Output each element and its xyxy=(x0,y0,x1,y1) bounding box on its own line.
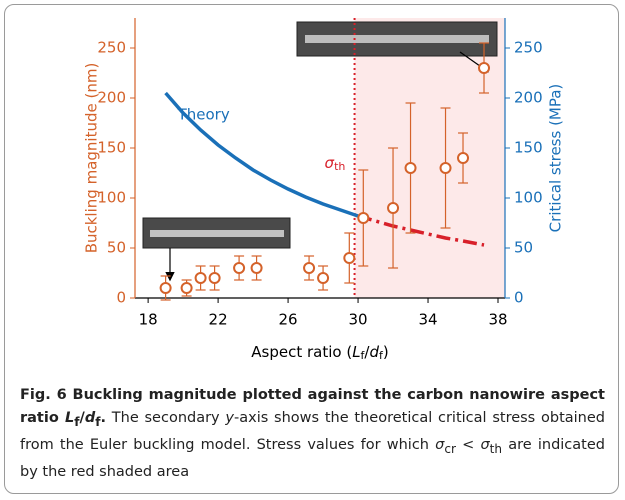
data-point xyxy=(303,262,316,274)
chart: Buckling magnitude (nm) Critical stress … xyxy=(83,18,565,363)
threshold-label: σth xyxy=(325,154,346,174)
data-point xyxy=(439,162,452,174)
data-point xyxy=(457,152,470,164)
y2-tick-label: 50 xyxy=(514,239,533,257)
y-tick-label: 100 xyxy=(97,189,126,207)
x-tick-label: 22 xyxy=(209,311,228,329)
caption: Fig. 6 Buckling magnitude plotted agains… xyxy=(20,387,605,480)
extrapolation-line xyxy=(357,214,485,247)
data-point xyxy=(404,162,417,174)
y-tick-label: 0 xyxy=(116,289,126,307)
threshold-sub: th xyxy=(334,160,345,173)
data-point xyxy=(180,282,193,294)
data-point xyxy=(250,262,263,274)
y-tick-label: 50 xyxy=(107,239,126,257)
data-point xyxy=(159,282,172,294)
x-tick-label: 38 xyxy=(488,311,507,329)
x-tick-label: 26 xyxy=(279,311,298,329)
theory-line xyxy=(164,91,359,218)
y2-tick-label: 200 xyxy=(514,89,543,107)
y-tick-label: 150 xyxy=(97,139,126,157)
inset-left xyxy=(142,217,291,282)
x-tick-label: 18 xyxy=(139,311,158,329)
inset-top xyxy=(296,21,498,73)
data-point xyxy=(357,212,370,224)
y-tick-label: 250 xyxy=(97,39,126,57)
y2-tick-label: 250 xyxy=(514,39,543,57)
shaded-region xyxy=(354,18,505,298)
y-tick-label: 200 xyxy=(97,89,126,107)
figure-frame xyxy=(4,4,619,494)
data-point xyxy=(317,272,330,284)
y2-tick-label: 0 xyxy=(514,289,524,307)
data-point xyxy=(208,272,221,284)
data-point xyxy=(387,202,400,214)
data-point xyxy=(343,252,356,264)
y2-tick-label: 100 xyxy=(514,189,543,207)
x-tick-label: 34 xyxy=(418,311,437,329)
threshold-symbol: σ xyxy=(325,154,335,172)
data-point xyxy=(194,272,207,284)
data-point xyxy=(233,262,246,274)
y-axis-label: Buckling magnitude (nm) xyxy=(83,63,101,254)
y2-axis-label: Critical stress (MPa) xyxy=(547,84,565,233)
data-point xyxy=(478,62,491,74)
y2-tick-label: 150 xyxy=(514,139,543,157)
x-axis-label: Aspect ratio (Lf/df) xyxy=(251,343,389,363)
x-tick-label: 30 xyxy=(349,311,368,329)
theory-label: Theory xyxy=(177,106,230,124)
